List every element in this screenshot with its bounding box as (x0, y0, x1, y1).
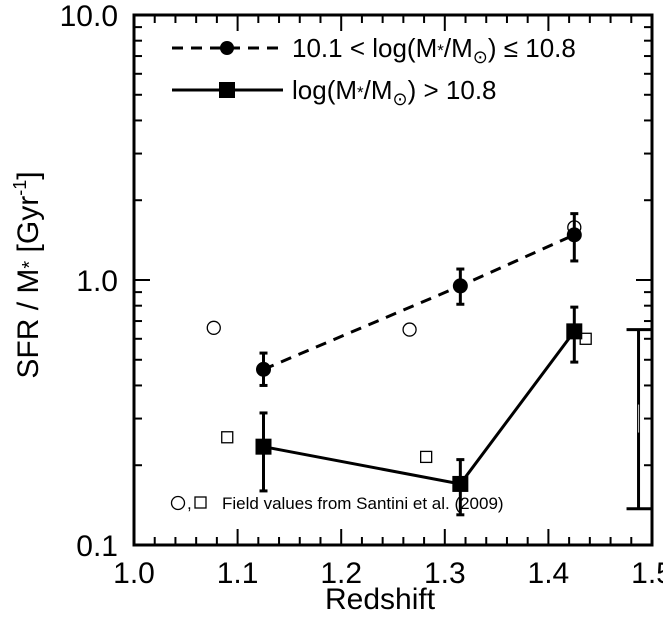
data-point-square (566, 323, 583, 340)
annotation-square-icon (194, 496, 207, 509)
annotation-circle-icon (170, 495, 186, 511)
x-tick-label: 1.0 (113, 557, 155, 590)
y-tick-label: 0.1 (76, 530, 118, 563)
field-values (206, 220, 592, 464)
field-point-circle (567, 220, 582, 235)
legend-marker-square (219, 82, 235, 98)
legend-label-0: 10.1 < log(M*/M⊙) ≤ 10.8 (292, 33, 576, 67)
field-point-circle (402, 322, 417, 337)
data-point-square (452, 475, 469, 492)
legend-item-1: log(M*/M⊙) > 10.8 (172, 75, 497, 109)
field-point-square (579, 332, 592, 345)
annotation-text: Field values from Santini et al. (2009) (222, 494, 504, 513)
x-axis-title: Redshift (325, 583, 436, 616)
legend: 10.1 < log(M*/M⊙) ≤ 10.8 log(M*/M⊙) > 10… (172, 33, 576, 109)
legend-item-0: 10.1 < log(M*/M⊙) ≤ 10.8 (172, 33, 576, 67)
field-point-square (420, 450, 433, 464)
data-point-circle (256, 361, 271, 377)
x-tick-label: 1.2 (320, 557, 362, 590)
legend-label-1: log(M*/M⊙) > 10.8 (292, 75, 497, 109)
series-1 (255, 305, 583, 517)
y-axis-title: SFR / M* [Gyr-1] (10, 171, 45, 378)
x-tick-label: 1.3 (424, 557, 466, 590)
field-point-square (221, 431, 234, 444)
systematic-error-bar (626, 328, 651, 511)
field-annotation: , Field values from Santini et al. (2009… (170, 494, 504, 513)
annotation-comma: , (187, 494, 192, 513)
x-tick-label: 1.4 (528, 557, 570, 590)
y-tick-label: 10.0 (60, 0, 118, 33)
data-point-circle (452, 278, 468, 294)
series-line-1 (263, 330, 576, 486)
data-point-circle (566, 227, 582, 243)
y-tick-label: 1.0 (76, 265, 118, 298)
x-tick-label: 1.1 (217, 557, 259, 590)
tick-labels: 1.01.11.21.31.41.50.11.010.0 (60, 0, 663, 590)
data-point-square (255, 438, 272, 455)
x-tick-label: 1.5 (631, 557, 663, 590)
plot-frame (132, 13, 654, 547)
field-point-circle (206, 320, 221, 335)
series-0 (256, 212, 582, 387)
series-line-0 (262, 233, 575, 371)
legend-marker-circle (220, 41, 234, 55)
data-series (255, 212, 583, 517)
